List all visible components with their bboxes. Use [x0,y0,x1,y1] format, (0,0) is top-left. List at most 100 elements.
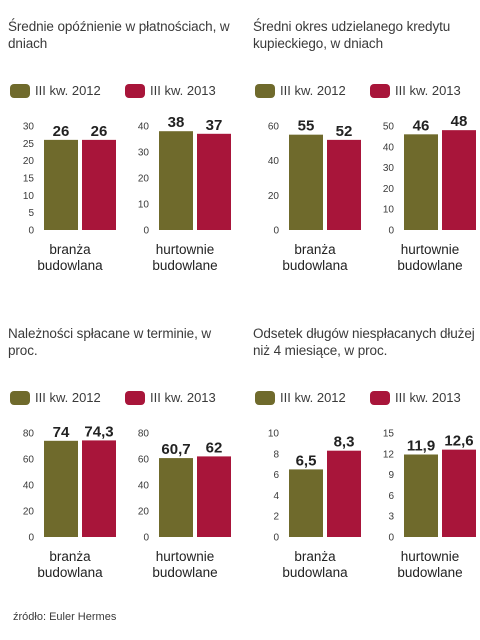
y-tick-label: 40 [138,122,150,133]
y-tick-label: 10 [383,205,395,216]
value-label: 37 [206,117,223,134]
legend: III kw. 2012 III kw. 2013 [251,390,480,406]
value-label: 46 [413,117,430,134]
value-label: 8,3 [334,434,355,451]
category-label: hurtownie budowlane [385,549,475,581]
legend-swatch-2013 [125,84,145,98]
source-note: źródło: Euler Hermes [13,611,117,623]
y-tick-label: 10 [268,429,280,440]
bar-plot: 0 2 4 6 8 10 6,5 8,3 0 3 6 9 12 15 11,9 12,6 [268,429,476,544]
y-tick-label: 60 [268,122,280,133]
legend-label-2012: III kw. 2012 [35,390,101,405]
legend-swatch-2012 [10,391,30,405]
value-label: 26 [53,123,70,140]
legend-swatch-2012 [255,391,275,405]
category-line: branża [294,242,336,257]
y-tick-label: 25 [23,139,35,150]
y-tick-label: 6 [273,470,279,481]
y-tick-label: 30 [23,122,35,133]
category-line: budowlane [152,565,218,580]
panel-title: Średnie opóźnienie w płatnościach, w dni… [8,19,230,51]
value-label: 12,6 [444,433,473,450]
y-tick-label: 0 [143,226,149,237]
y-tick-label: 80 [23,429,35,440]
panel-payment-delay: Średnie opóźnienie w płatnościach, w dni… [6,18,236,318]
value-label: 11,9 [407,437,435,454]
legend-swatch-2013 [370,84,390,98]
y-tick-label: 40 [23,481,35,492]
category-line: hurtownie [155,242,215,257]
y-tick-label: 20 [383,184,395,195]
legend-swatch-2013 [370,391,390,405]
category-line: hurtownie [400,549,460,564]
y-tick-label: 20 [268,191,280,202]
legend-label-2013: III kw. 2013 [150,83,216,98]
panel-title: Średni okres udzielanego kredytu kupieck… [253,19,451,51]
legend: III kw. 2012 III kw. 2013 [6,390,236,406]
y-tick-label: 3 [388,512,394,523]
legend-label-2013: III kw. 2013 [395,390,461,405]
y-tick-label: 15 [23,174,35,185]
legend-label-2012: III kw. 2012 [280,83,346,98]
bar-2012 [159,458,193,537]
legend-swatch-2012 [255,84,275,98]
y-tick-label: 20 [138,174,150,185]
panel-overdue-debts: Odsetek długów niespłacanych dłużej niż … [251,325,480,625]
category-line: budowlana [282,565,348,580]
legend-swatch-2013 [125,391,145,405]
category-line: branża [49,242,91,257]
bar-plot: 0 5 10 15 20 25 30 26 26 0 10 20 30 40 38 37 [23,114,231,237]
category-line: hurtownie [400,242,460,257]
y-tick-label: 6 [388,491,394,502]
y-tick-label: 10 [23,191,35,202]
value-label: 74 [53,424,70,441]
bar-2013 [442,130,476,230]
bar-2013 [327,139,361,230]
legend: III kw. 2012 III kw. 2013 [6,83,236,99]
category-label: hurtownie budowlane [385,242,475,274]
y-tick-label: 50 [383,122,395,133]
legend-label-2012: III kw. 2012 [35,83,101,98]
category-label: branża budowlana [25,549,115,581]
legend: III kw. 2012 III kw. 2013 [251,83,480,99]
bar-2013 [197,456,231,537]
value-label: 48 [451,113,468,130]
y-tick-label: 9 [388,470,394,481]
y-tick-label: 30 [383,163,395,174]
category-label: branża budowlana [25,242,115,274]
category-label: branża budowlana [270,549,360,581]
y-tick-label: 20 [23,156,35,167]
value-label: 60,7 [161,441,190,458]
y-tick-label: 20 [23,507,35,518]
category-line: budowlana [37,258,103,273]
bar-2012 [44,440,78,537]
value-label: 74,3 [84,423,113,440]
legend-swatch-2012 [10,84,30,98]
y-tick-label: 2 [273,512,279,523]
value-label: 38 [168,114,185,131]
bar-2012 [404,454,438,537]
y-tick-label: 40 [138,481,150,492]
value-label: 55 [298,118,315,135]
bar-plot: 0 20 40 60 80 74 74,3 0 20 40 60 80 60,7 62 [23,423,231,544]
y-tick-label: 0 [388,533,394,544]
bar-2013 [327,450,361,537]
y-tick-label: 40 [268,156,280,167]
bar-2013 [82,139,116,230]
y-tick-label: 60 [138,455,150,466]
y-tick-label: 5 [28,208,34,219]
y-tick-label: 15 [383,429,395,440]
legend-label-2013: III kw. 2013 [150,390,216,405]
bar-2013 [197,133,231,230]
panel-title: Odsetek długów niespłacanych dłużej niż … [253,326,475,358]
legend-label-2013: III kw. 2013 [395,83,461,98]
y-tick-label: 30 [138,148,150,159]
value-label: 26 [91,123,108,140]
panel-trade-credit: Średni okres udzielanego kredytu kupieck… [251,18,480,318]
value-label: 52 [336,123,353,140]
bar-2012 [404,134,438,230]
category-label: hurtownie budowlane [140,549,230,581]
category-line: budowlane [397,258,463,273]
y-tick-label: 4 [273,491,279,502]
y-tick-label: 0 [143,533,149,544]
